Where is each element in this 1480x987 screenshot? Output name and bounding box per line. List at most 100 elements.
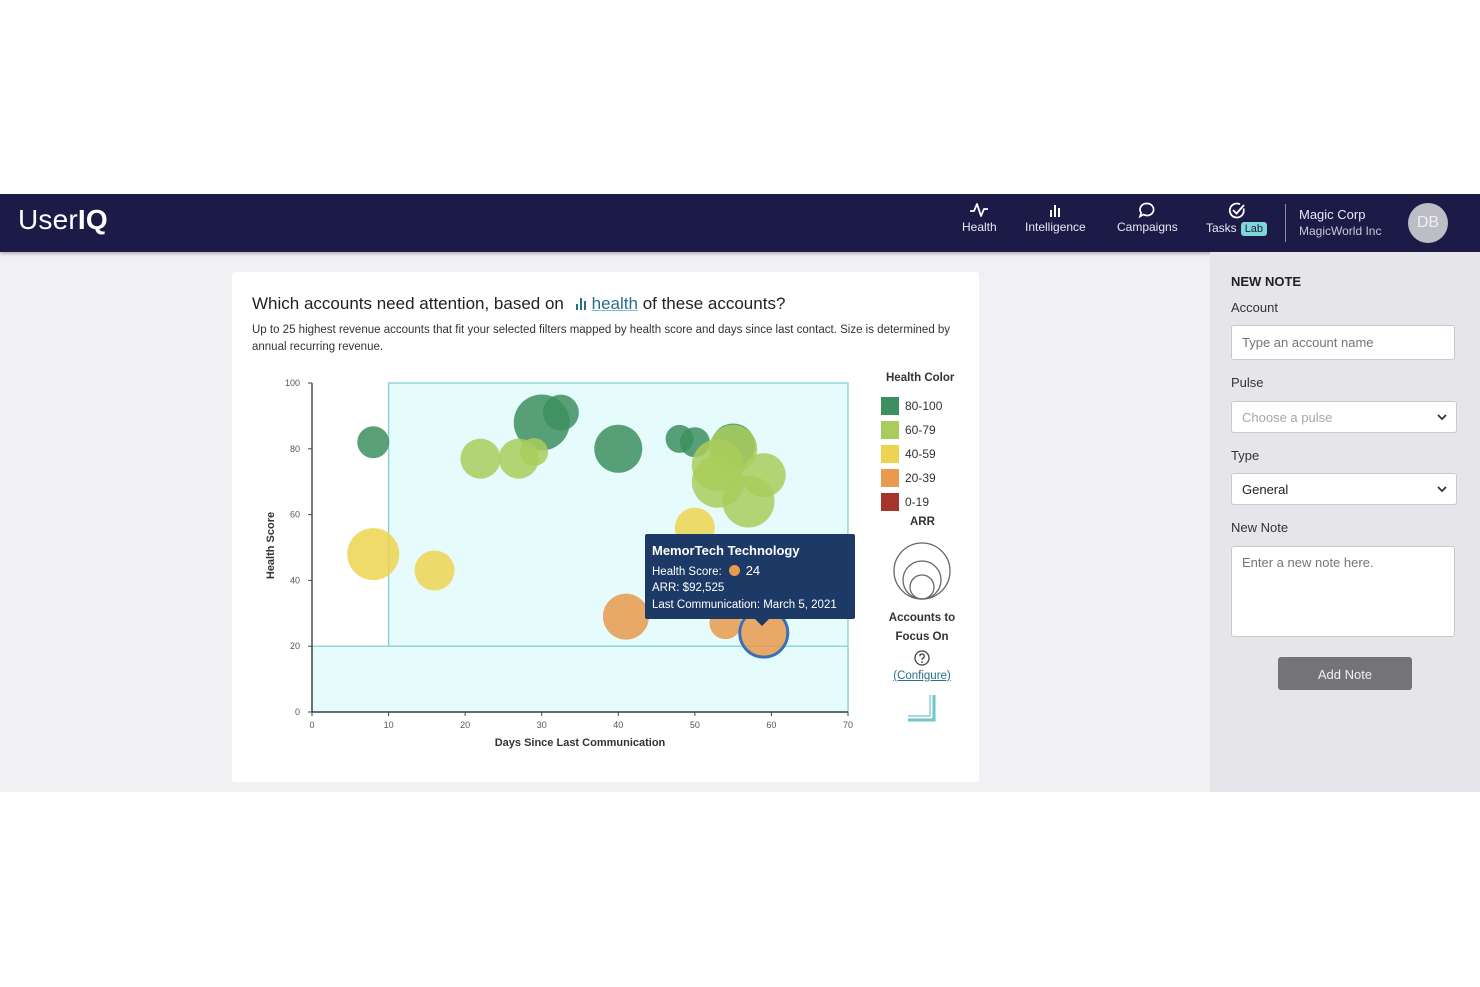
bubble-point[interactable] [460, 438, 501, 479]
tooltip-health-label: Health Score: [652, 566, 722, 578]
bubble-chart: 0 10 20 30 40 50 60 70 0 20 40 60 80 100 Days Since La… [265, 378, 853, 749]
card-description: Up to 25 highest revenue accounts that f… [252, 324, 951, 353]
x-tick-label: 60 [766, 720, 776, 730]
pulse-select[interactable]: Choose a pulse [1231, 401, 1457, 433]
bubble-point[interactable] [594, 424, 643, 473]
org-name: Magic Corp [1299, 207, 1366, 222]
legend-title: Health Color [886, 372, 955, 384]
new-note-title: NEW NOTE [1231, 274, 1302, 289]
legend-label: 40-59 [905, 447, 936, 461]
bubble-point[interactable] [520, 438, 549, 467]
pulse-icon [970, 203, 989, 217]
legend-label: 0-19 [905, 495, 930, 509]
legend-swatch [881, 469, 899, 487]
lab-badge: Lab [1240, 222, 1268, 236]
y-tick-label: 20 [290, 641, 300, 651]
x-tick-label: 50 [690, 720, 700, 730]
x-tick-label: 10 [384, 720, 394, 730]
card-title-prefix: Which accounts need attention, based on [252, 294, 564, 313]
legend-item: 40-59 [881, 445, 936, 463]
x-tick-label: 40 [613, 720, 623, 730]
app-logo[interactable]: UserIQ [18, 204, 108, 235]
type-select-value: General [1242, 482, 1289, 497]
bar-chart-icon [1050, 205, 1061, 217]
card-title: Which accounts need attention, based on … [252, 294, 785, 314]
top-navigation-bar: UserIQ Health Intelligence Campaigns Tas… [0, 194, 1480, 252]
focus-title: Accounts to Focus On [872, 609, 972, 647]
help-icon[interactable] [914, 650, 930, 666]
x-tick-label: 0 [309, 720, 314, 730]
nav-campaigns-label: Campaigns [1117, 220, 1178, 234]
pulse-select-value: Choose a pulse [1242, 410, 1333, 425]
check-circle-icon [1228, 202, 1245, 219]
account-label: Account [1231, 300, 1278, 315]
bubble-point[interactable] [602, 593, 649, 640]
nav-intelligence-label: Intelligence [1025, 220, 1086, 234]
pulse-label: Pulse [1231, 375, 1264, 390]
tooltip-last-comm-line: Last Communication: March 5, 2021 [652, 599, 837, 611]
legend-swatch [881, 397, 899, 415]
chart-tooltip: MemorTech Technology Health Score: 24 ARR… [645, 534, 855, 626]
tooltip-arrow [755, 619, 769, 626]
nav-health[interactable]: Health [962, 202, 997, 234]
tooltip-arr-line: ARR: $92,525 [652, 582, 725, 594]
legend-item: 60-79 [881, 421, 936, 439]
card-title-suffix: of these accounts? [642, 294, 786, 313]
legend-label: 20-39 [905, 471, 936, 485]
tooltip-title: MemorTech Technology [652, 543, 800, 558]
nav-intelligence[interactable]: Intelligence [1025, 202, 1086, 234]
legend-label: 80-100 [905, 399, 943, 413]
nav-tasks-label: Tasks [1206, 221, 1237, 235]
arr-size-title: ARR [910, 516, 935, 528]
health-metric-link[interactable]: health [591, 294, 638, 313]
arr-size-circles-icon [893, 542, 951, 600]
legend-item: 80-100 [881, 397, 942, 415]
new-note-textarea[interactable] [1231, 546, 1455, 637]
type-select[interactable]: General [1231, 473, 1457, 505]
chevron-down-icon [1437, 414, 1447, 421]
y-tick-label: 0 [295, 707, 300, 717]
y-axis-label: Health Score [265, 512, 277, 579]
x-tick-label: 70 [843, 720, 853, 730]
focus-title-line-2: Focus On [895, 631, 949, 643]
accounts-attention-card: Which accounts need attention, based on … [232, 272, 979, 782]
account-input[interactable] [1231, 325, 1455, 360]
health-bars-icon [575, 298, 586, 310]
y-tick-label: 100 [285, 378, 300, 388]
y-tick-label: 60 [290, 510, 300, 520]
add-note-button[interactable]: Add Note [1278, 657, 1412, 690]
x-axis-label: Days Since Last Communication [495, 737, 666, 749]
bubble-point[interactable] [414, 550, 455, 591]
nav-tasks[interactable]: Tasks Lab [1206, 202, 1268, 236]
legend-swatch [881, 493, 899, 511]
nav-divider [1285, 204, 1286, 242]
new-note-label: New Note [1231, 520, 1289, 535]
legend-label: 60-79 [905, 423, 936, 437]
focus-title-line-1: Accounts to [888, 612, 956, 624]
focus-area-corner-icon [907, 694, 936, 722]
legend-item: 0-19 [881, 493, 929, 511]
x-tick-label: 30 [537, 720, 547, 730]
bubble-point[interactable] [347, 528, 400, 581]
tooltip-health-dot [728, 565, 740, 576]
user-avatar[interactable]: DB [1408, 203, 1448, 243]
type-label: Type [1231, 448, 1260, 463]
configure-link[interactable]: (Configure) [893, 670, 951, 682]
bubble-point[interactable] [357, 426, 390, 459]
legend-swatch [881, 421, 899, 439]
legend-item: 20-39 [881, 469, 936, 487]
y-tick-label: 80 [290, 444, 300, 454]
nav-campaigns[interactable]: Campaigns [1117, 202, 1178, 234]
tooltip-health-line: Health Score: 24 [652, 562, 760, 581]
legend-swatch [881, 445, 899, 463]
chevron-down-icon [1437, 486, 1447, 493]
x-tick-label: 20 [460, 720, 470, 730]
bubble-point[interactable] [542, 394, 579, 431]
y-tick-label: 40 [290, 575, 300, 585]
nav-health-label: Health [962, 220, 997, 234]
tooltip-health-value: 24 [745, 563, 761, 578]
org-subname: MagicWorld Inc [1299, 224, 1382, 238]
new-note-panel: NEW NOTE Account Pulse Choose a pulse Ty… [1210, 252, 1480, 792]
org-switcher[interactable]: Magic Corp MagicWorld Inc [1299, 206, 1381, 240]
bubble-point[interactable] [722, 475, 775, 528]
